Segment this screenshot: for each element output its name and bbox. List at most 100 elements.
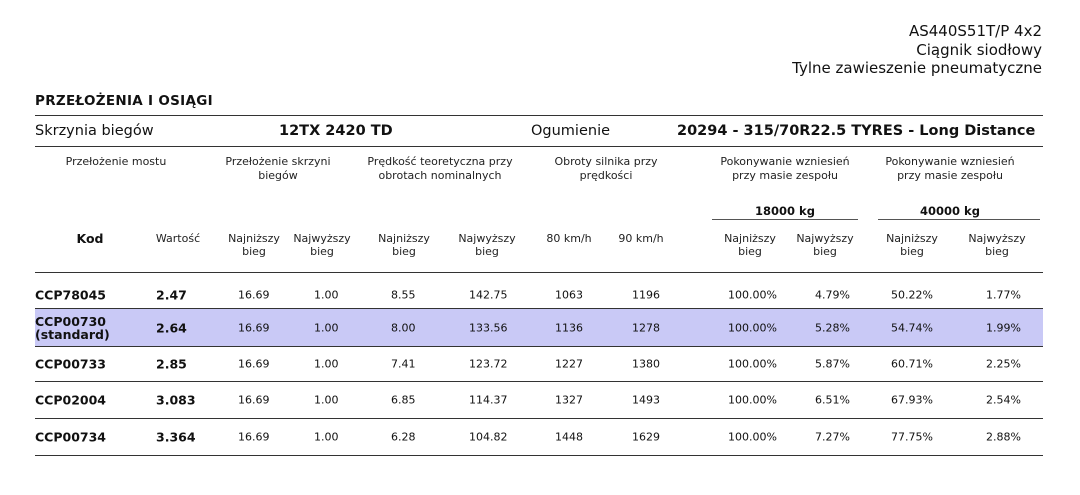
- row-code: CCP00734: [35, 429, 106, 444]
- row-rpm-80: 1227: [555, 357, 583, 370]
- row-speed-lowest: 8.55: [391, 288, 416, 302]
- row-gear-lowest: 16.69: [238, 430, 270, 443]
- row-rpm-90: 1278: [632, 321, 660, 334]
- col-header-grade2-highest: Najwyższy bieg: [968, 232, 1026, 258]
- row-grade2-highest: 2.54%: [986, 393, 1021, 406]
- row-gear-lowest: 16.69: [238, 393, 270, 406]
- row-rpm-90: 1629: [632, 430, 660, 443]
- row-speed-highest: 133.56: [469, 321, 508, 334]
- row-grade1-highest: 5.87%: [815, 357, 850, 370]
- row-divider: [35, 308, 1043, 309]
- row-axle-ratio: 2.85: [156, 356, 187, 371]
- row-speed-lowest: 6.28: [391, 430, 416, 443]
- divider-top: [35, 115, 1043, 116]
- divider-gearbox: [35, 146, 1043, 147]
- row-grade1-lowest: 100.00%: [728, 288, 777, 302]
- row-divider: [35, 346, 1043, 347]
- row-code: CCP00730 (standard): [35, 313, 110, 342]
- model-name: AS440S51T/P 4x2: [908, 22, 1042, 40]
- weight-label-1: 18000 kg: [755, 204, 815, 218]
- col-header-gear-highest: Najwyższy bieg: [293, 232, 351, 258]
- table-row: CCP78045 2.47 16.69 1.00 8.55 142.75 106…: [35, 283, 1043, 307]
- row-gear-highest: 1.00: [314, 430, 339, 443]
- col-header-grade1-lowest: Najniższy bieg: [724, 232, 776, 258]
- row-speed-lowest: 7.41: [391, 357, 416, 370]
- table-row: CCP00733 2.85 16.69 1.00 7.41 123.72 122…: [35, 347, 1043, 380]
- col-header-speed-lowest: Najniższy bieg: [378, 232, 430, 258]
- row-speed-highest: 123.72: [469, 357, 508, 370]
- row-divider: [35, 455, 1043, 456]
- row-gear-highest: 1.00: [314, 393, 339, 406]
- row-rpm-80: 1327: [555, 393, 583, 406]
- row-rpm-80: 1136: [555, 321, 583, 334]
- row-speed-highest: 114.37: [469, 393, 508, 406]
- row-speed-highest: 104.82: [469, 430, 508, 443]
- row-divider: [35, 418, 1043, 419]
- row-gear-highest: 1.00: [314, 288, 339, 302]
- row-divider: [35, 381, 1043, 382]
- row-grade2-lowest: 54.74%: [891, 321, 933, 334]
- group-gradeability-2: Pokonywanie wzniesień przy masie zespołu: [885, 155, 1015, 182]
- row-grade1-lowest: 100.00%: [728, 430, 777, 443]
- row-grade2-highest: 2.88%: [986, 430, 1021, 443]
- row-axle-ratio: 3.364: [156, 429, 196, 444]
- row-grade1-highest: 6.51%: [815, 393, 850, 406]
- row-gear-lowest: 16.69: [238, 321, 270, 334]
- divider-header: [35, 272, 1043, 273]
- col-header-grade1-highest: Najwyższy bieg: [796, 232, 854, 258]
- section-title: PRZEŁOŻENIA I OSIĄGI: [35, 93, 213, 109]
- row-axle-ratio: 2.47: [156, 287, 187, 303]
- row-grade1-lowest: 100.00%: [728, 393, 777, 406]
- weight-label-2: 40000 kg: [920, 204, 980, 218]
- row-rpm-90: 1380: [632, 357, 660, 370]
- group-gearbox-ratio: Przełożenie skrzyni biegów: [225, 155, 331, 182]
- col-header-90kmh: 90 km/h: [618, 232, 664, 245]
- row-grade1-lowest: 100.00%: [728, 321, 777, 334]
- table-row-highlighted: CCP00730 (standard) 2.64 16.69 1.00 8.00…: [35, 309, 1043, 346]
- row-gear-lowest: 16.69: [238, 288, 270, 302]
- row-grade1-highest: 7.27%: [815, 430, 850, 443]
- suspension-type: Tylne zawieszenie pneumatyczne: [792, 59, 1042, 77]
- col-header-grade2-lowest: Najniższy bieg: [886, 232, 938, 258]
- group-theoretical-speed: Prędkość teoretyczna przy obrotach nomin…: [367, 155, 513, 182]
- row-grade1-highest: 5.28%: [815, 321, 850, 334]
- row-code: CCP02004: [35, 392, 106, 407]
- row-code: CCP78045: [35, 287, 106, 303]
- tyres-label: Ogumienie: [531, 123, 611, 139]
- col-header-wartosc: Wartość: [155, 232, 201, 245]
- weight-underline-1: [712, 219, 858, 220]
- row-code: CCP00733: [35, 356, 106, 371]
- row-speed-lowest: 6.85: [391, 393, 416, 406]
- row-gear-highest: 1.00: [314, 321, 339, 334]
- col-header-80kmh: 80 km/h: [546, 232, 592, 245]
- row-gear-highest: 1.00: [314, 357, 339, 370]
- gearbox-tyres-row: Skrzynia biegów 12TX 2420 TD Ogumienie 2…: [35, 123, 1043, 143]
- row-gear-lowest: 16.69: [238, 357, 270, 370]
- tyres-value: 20294 - 315/70R22.5 TYRES - Long Distanc…: [677, 123, 1036, 139]
- row-grade2-lowest: 67.93%: [891, 393, 933, 406]
- gearbox-label: Skrzynia biegów: [35, 123, 154, 139]
- row-rpm-80: 1063: [555, 288, 583, 302]
- gearbox-value: 12TX 2420 TD: [279, 123, 393, 139]
- row-grade1-highest: 4.79%: [815, 288, 850, 302]
- group-axle-ratio: Przełożenie mostu: [65, 155, 167, 168]
- col-header-speed-highest: Najwyższy bieg: [458, 232, 516, 258]
- row-grade2-highest: 1.99%: [986, 321, 1021, 334]
- row-rpm-90: 1493: [632, 393, 660, 406]
- row-grade2-lowest: 50.22%: [891, 288, 933, 302]
- group-engine-rpm: Obroty silnika przy prędkości: [554, 155, 658, 182]
- row-grade2-lowest: 60.71%: [891, 357, 933, 370]
- group-gradeability-1: Pokonywanie wzniesień przy masie zespołu: [720, 155, 850, 182]
- table-row: CCP00734 3.364 16.69 1.00 6.28 104.82 14…: [35, 419, 1043, 454]
- weight-underline-2: [878, 219, 1040, 220]
- row-axle-ratio: 3.083: [156, 392, 196, 407]
- row-grade2-highest: 2.25%: [986, 357, 1021, 370]
- row-speed-highest: 142.75: [469, 288, 508, 302]
- col-header-kod: Kod: [76, 231, 104, 246]
- row-grade2-lowest: 77.75%: [891, 430, 933, 443]
- row-rpm-80: 1448: [555, 430, 583, 443]
- row-axle-ratio: 2.64: [156, 320, 187, 335]
- document-header: AS440S51T/P 4x2 Ciągnik siodłowy Tylne z…: [792, 22, 1042, 78]
- table-row: CCP02004 3.083 16.69 1.00 6.85 114.37 13…: [35, 382, 1043, 417]
- row-speed-lowest: 8.00: [391, 321, 416, 334]
